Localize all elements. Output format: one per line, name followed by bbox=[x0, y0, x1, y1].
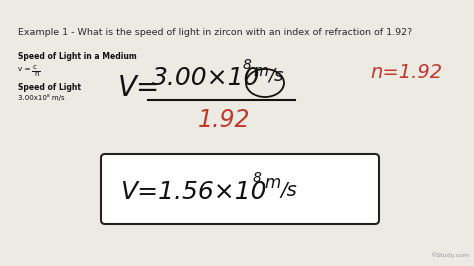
Text: m: m bbox=[253, 64, 268, 79]
Text: V=: V= bbox=[118, 74, 160, 102]
FancyBboxPatch shape bbox=[101, 154, 379, 224]
Text: n: n bbox=[34, 71, 38, 77]
Text: 8: 8 bbox=[253, 171, 262, 185]
Text: 3.00x10⁸ m/s: 3.00x10⁸ m/s bbox=[18, 94, 64, 101]
Text: V=1.56×10: V=1.56×10 bbox=[120, 180, 266, 204]
Text: Example 1 - What is the speed of light in zircon with an index of refraction of : Example 1 - What is the speed of light i… bbox=[18, 28, 412, 37]
Text: 3.00×10: 3.00×10 bbox=[152, 66, 260, 90]
Text: v =: v = bbox=[18, 66, 31, 72]
Text: 8: 8 bbox=[243, 58, 252, 72]
Text: m: m bbox=[264, 174, 280, 192]
Text: /s: /s bbox=[280, 181, 297, 200]
Text: n=1.92: n=1.92 bbox=[370, 63, 442, 81]
Text: Speed of Light in a Medium: Speed of Light in a Medium bbox=[18, 52, 137, 61]
Text: ©Study.com: ©Study.com bbox=[430, 252, 469, 258]
Text: c: c bbox=[33, 64, 37, 70]
Text: /s: /s bbox=[268, 66, 283, 84]
Text: Speed of Light: Speed of Light bbox=[18, 83, 81, 92]
Text: 1.92: 1.92 bbox=[198, 108, 250, 132]
